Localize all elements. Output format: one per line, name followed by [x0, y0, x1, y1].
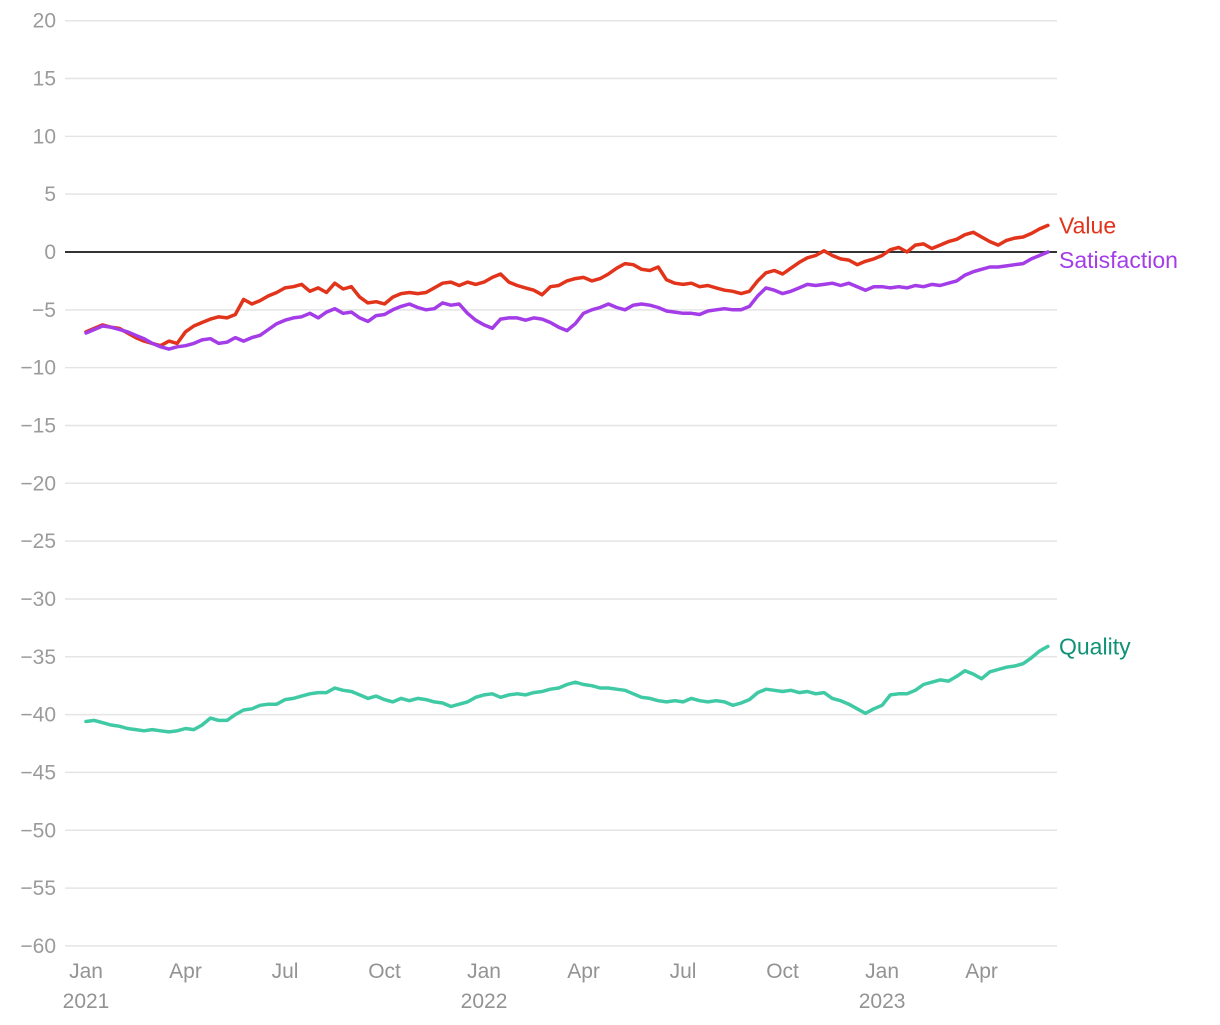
- y-tick-label: −35: [20, 646, 56, 669]
- x-tick-month-label: Jul: [670, 960, 697, 983]
- y-tick-label: −10: [20, 357, 56, 380]
- y-tick-label: −45: [20, 761, 56, 784]
- x-tick-month-label: Apr: [965, 960, 998, 983]
- y-tick-label: −40: [20, 704, 56, 727]
- x-tick-year-label: 2021: [63, 990, 110, 1013]
- x-tick-month-label: Jan: [467, 960, 501, 983]
- x-tick-month-label: Jan: [865, 960, 899, 983]
- y-tick-label: −50: [20, 819, 56, 842]
- x-tick-year-label: 2023: [859, 990, 906, 1013]
- y-tick-label: −60: [20, 935, 56, 958]
- series-label-satisfaction: Satisfaction: [1059, 247, 1178, 273]
- satisfaction-line[interactable]: [84, 250, 1050, 351]
- x-tick-year-label: 2022: [461, 990, 508, 1013]
- series-label-value: Value: [1059, 212, 1116, 238]
- y-tick-label: −25: [20, 530, 56, 553]
- y-tick-label: −30: [20, 588, 56, 611]
- y-tick-label: −55: [20, 877, 56, 900]
- y-tick-label: −20: [20, 472, 56, 495]
- x-tick-month-label: Apr: [567, 960, 600, 983]
- x-tick-month-label: Jan: [69, 960, 103, 983]
- x-tick-month-label: Apr: [169, 960, 202, 983]
- y-tick-label: 20: [33, 10, 56, 33]
- quality-line[interactable]: [84, 644, 1050, 734]
- value-line[interactable]: [84, 223, 1050, 348]
- series-label-quality: Quality: [1059, 633, 1131, 659]
- y-tick-label: −5: [32, 299, 56, 322]
- x-tick-month-label: Oct: [368, 960, 401, 983]
- y-tick-label: 10: [33, 125, 56, 148]
- x-tick-month-label: Jul: [272, 960, 299, 983]
- x-tick-month-label: Oct: [766, 960, 799, 983]
- y-tick-label: 0: [44, 241, 56, 264]
- y-tick-label: 5: [44, 183, 56, 206]
- y-tick-label: 15: [33, 68, 56, 91]
- y-tick-label: −15: [20, 414, 56, 437]
